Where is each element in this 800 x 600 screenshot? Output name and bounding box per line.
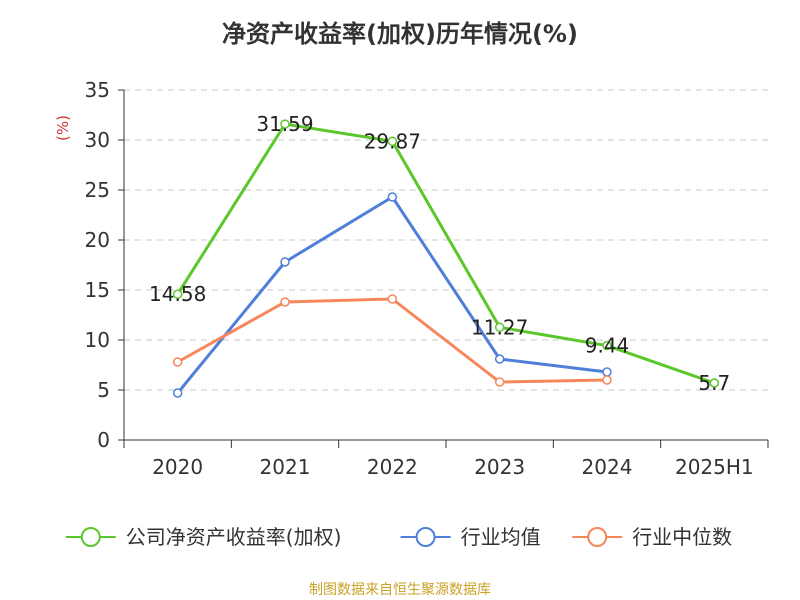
data-label: 11.27: [471, 315, 528, 339]
y-axis-label: (%): [54, 115, 72, 141]
series-line: [176, 122, 715, 385]
legend-marker-icon: [80, 527, 101, 547]
data-point: [494, 354, 505, 364]
data-point: [387, 294, 398, 304]
data-point: [602, 340, 612, 351]
series-1: [172, 119, 720, 388]
x-tick-label: 2024: [582, 455, 633, 479]
data-point: [387, 136, 398, 147]
data-label: 5.7: [698, 371, 730, 395]
chart-title: 净资产收益率(加权)历年情况(%): [222, 20, 578, 48]
data-point: [172, 289, 183, 299]
data-point: [494, 377, 505, 387]
data-point: [280, 297, 290, 307]
axes: (%) 0 5 10 15 20 25 30 35 2020 2021 2022 2023 2024 20…: [54, 78, 769, 479]
data-label: 9.44: [585, 334, 630, 358]
x-tick-label: 2021: [260, 455, 311, 479]
x-tick-label: 2025H1: [675, 455, 754, 479]
series-2: [172, 192, 612, 398]
data-point: [602, 367, 612, 377]
data-point: [172, 388, 183, 398]
data-point: [280, 257, 290, 267]
series-3: [172, 294, 612, 387]
legend-item-2: 行业均值: [400, 525, 541, 549]
y-tick-label: 10: [85, 328, 110, 352]
source-note: 制图数据来自恒生聚源数据库: [309, 582, 491, 598]
data-label: 29.87: [364, 129, 421, 153]
y-tick-label: 15: [85, 278, 110, 302]
y-tick-label: 30: [85, 128, 110, 152]
legend-item-1: 公司净资产收益率(加权): [65, 525, 342, 549]
series-layer: [172, 119, 720, 398]
y-tick-label: 35: [85, 78, 110, 102]
data-point: [387, 192, 398, 202]
x-tick-label: 2020: [152, 455, 203, 479]
legend-marker-icon: [415, 527, 436, 547]
data-point: [172, 357, 183, 367]
legend-label: 公司净资产收益率(加权): [126, 525, 342, 549]
y-tick-label: 20: [85, 228, 110, 252]
x-tick-label: 2022: [367, 455, 418, 479]
x-tick-label: 2023: [474, 455, 525, 479]
legend-item-3: 行业中位数: [572, 525, 732, 549]
data-point: [280, 119, 290, 129]
legend-label: 行业均值: [461, 525, 541, 549]
data-label: 31.59: [256, 112, 313, 136]
data-point: [494, 322, 505, 333]
y-tick-label: 5: [97, 378, 110, 402]
data-labels: 14.58 31.59 29.87 11.27 9.44 5.7: [149, 112, 730, 395]
data-label: 14.58: [149, 282, 206, 306]
grid-lines: [124, 89, 768, 391]
y-tick-label: 25: [85, 178, 110, 202]
data-point: [709, 378, 720, 388]
legend-marker-icon: [587, 527, 608, 547]
data-point: [602, 375, 612, 385]
legend-label: 行业中位数: [632, 525, 732, 549]
legend: 公司净资产收益率(加权) 行业均值 行业中位数: [65, 525, 732, 549]
y-tick-label: 0: [97, 428, 110, 452]
